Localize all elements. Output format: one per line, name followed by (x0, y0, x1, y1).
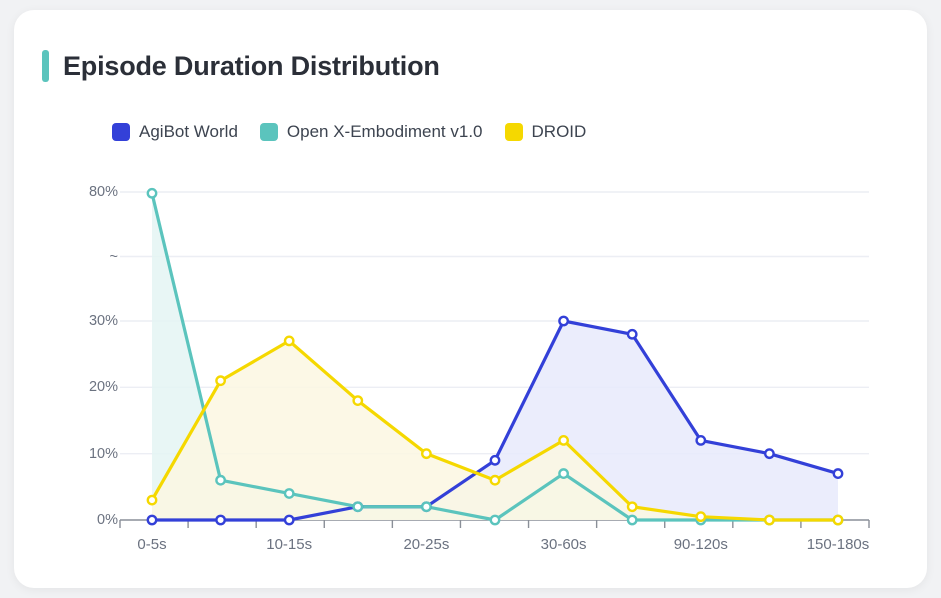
data-point-marker[interactable] (764, 514, 775, 526)
data-point-marker[interactable] (832, 468, 844, 479)
legend-item-droid[interactable]: DROID (504, 122, 587, 142)
title-accent-bar (42, 50, 49, 82)
data-point-marker[interactable] (489, 454, 501, 466)
legend-label: DROID (531, 122, 587, 141)
data-point-marker[interactable] (558, 315, 569, 327)
legend-item-agibot-world[interactable]: AgiBot World (112, 122, 238, 142)
legend-swatch-icon (112, 123, 130, 141)
data-point-marker[interactable] (626, 328, 638, 340)
data-point-marker[interactable] (558, 434, 569, 446)
data-point-marker[interactable] (764, 448, 775, 460)
data-point-marker[interactable] (626, 501, 638, 513)
y-axis-tick-label: 20% (88, 379, 118, 396)
legend-label: Open X-Embodiment v1.0 (286, 122, 483, 141)
y-axis-tick-label: 10% (88, 445, 118, 462)
data-point-marker[interactable] (215, 474, 227, 486)
data-point-marker[interactable] (352, 395, 364, 406)
data-point-marker[interactable] (215, 375, 227, 387)
data-point-marker[interactable] (420, 501, 432, 513)
data-point-marker[interactable] (283, 514, 295, 526)
chart-title-row: Episode Duration Distribution (42, 50, 440, 82)
x-axis-tick-label: 90-120s (673, 536, 728, 553)
series-area-0 (152, 321, 838, 520)
series-area-2 (152, 340, 838, 520)
x-axis-tick-label: 30-60s (540, 536, 587, 553)
data-point-marker[interactable] (283, 335, 295, 347)
legend-swatch-icon (259, 123, 278, 141)
x-axis-tick-label: 0-5s (137, 536, 167, 553)
x-axis-tick-label: 150-180s (806, 536, 870, 553)
data-point-marker[interactable] (695, 511, 707, 523)
data-point-marker[interactable] (489, 514, 501, 526)
y-axis-tick-label: 0% (97, 512, 118, 528)
data-point-marker[interactable] (146, 494, 158, 506)
data-point-marker[interactable] (558, 468, 569, 479)
x-axis-tick-label: 20-25s (403, 536, 450, 553)
legend-swatch-icon (504, 123, 523, 141)
data-point-marker[interactable] (489, 474, 501, 486)
y-axis-tick-label: ~ (109, 248, 118, 265)
chart-card: Episode Duration Distribution AgiBot Wor… (14, 10, 927, 588)
data-point-marker[interactable] (146, 187, 158, 199)
data-point-marker[interactable] (695, 434, 707, 446)
data-point-marker[interactable] (832, 514, 844, 526)
line-chart-plot (119, 187, 870, 528)
y-axis-tick-labels: 0% 10% 20% 30% ~80% (58, 10, 118, 588)
data-point-marker[interactable] (283, 488, 295, 499)
y-axis-tick-label: 80% (88, 184, 118, 200)
page-title: Episode Duration Distribution (63, 50, 440, 81)
data-point-marker[interactable] (352, 501, 364, 513)
y-axis-tick-label: 30% (88, 313, 118, 329)
data-point-marker[interactable] (626, 514, 638, 526)
x-axis-tick-label: 10-15s (266, 536, 313, 553)
x-axis-tick-labels: 0-5s 10-15s 20-25s 30-60s 90-120s 150-180s (14, 536, 927, 566)
data-point-marker[interactable] (146, 514, 158, 526)
data-point-marker[interactable] (215, 514, 227, 526)
chart-legend: AgiBot World Open X-Embodiment v1.0 DROI… (112, 122, 586, 142)
data-point-marker[interactable] (420, 448, 432, 460)
legend-label: AgiBot World (139, 122, 238, 141)
legend-item-open-x-embodiment[interactable]: Open X-Embodiment v1.0 (259, 122, 483, 142)
